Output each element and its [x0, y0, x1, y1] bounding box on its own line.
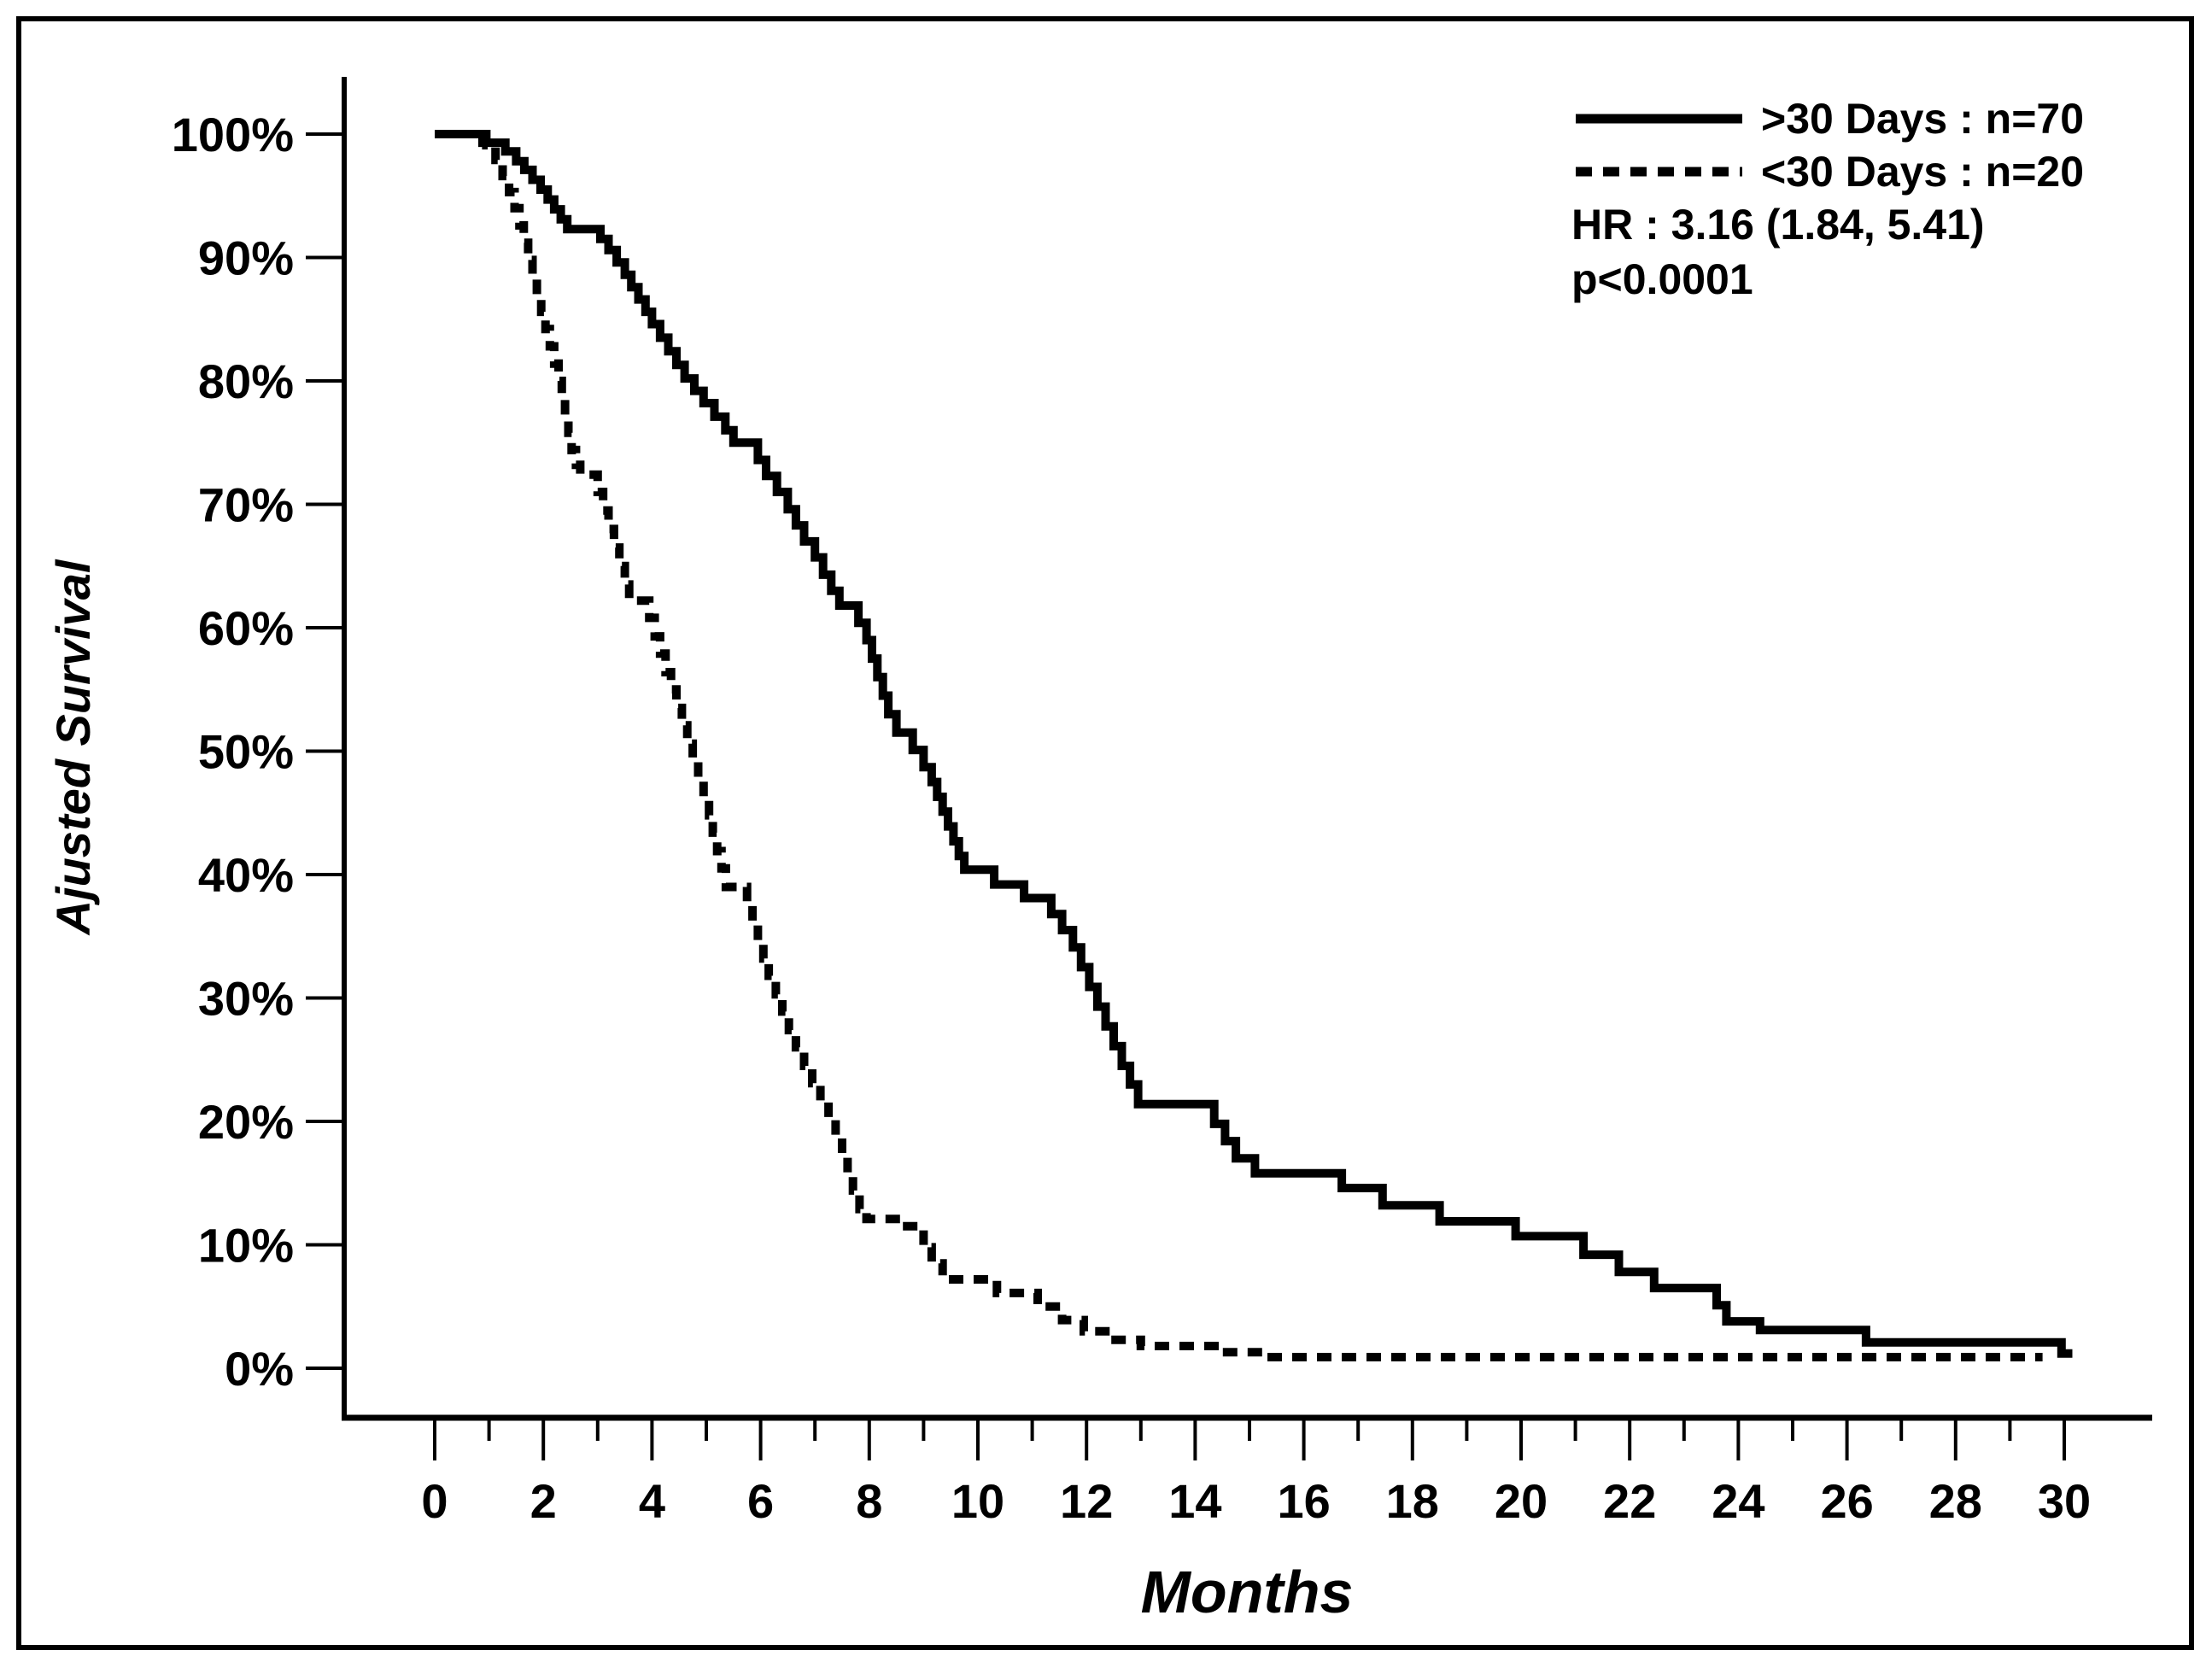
x-tick-label: 26 [1820, 1474, 1873, 1528]
legend-label-gt30: >30 Days : n=70 [1761, 95, 2084, 143]
x-tick-label: 14 [1168, 1474, 1221, 1528]
legend: >30 Days : n=70 <30 Days : n=20 HR : 3.1… [1571, 95, 2084, 303]
y-tick-label: 50% [198, 725, 294, 779]
y-axis-ticks: 0% 10% 20% 30% 40% 50% 60% 70% 80% 90% 100% [172, 108, 344, 1396]
y-tick-label: 80% [198, 354, 294, 408]
y-axis-title: Ajusted Survival [46, 559, 100, 936]
x-tick-label: 30 [2038, 1474, 2091, 1528]
x-tick-label: 4 [639, 1474, 665, 1528]
curve-lt30days [435, 130, 2043, 1361]
x-tick-label: 12 [1060, 1474, 1113, 1528]
x-tick-label: 0 [421, 1474, 448, 1528]
legend-label-lt30: <30 Days : n=20 [1761, 148, 2084, 196]
y-tick-label: 60% [198, 601, 294, 655]
x-tick-label: 10 [951, 1474, 1004, 1528]
y-tick-label: 90% [198, 231, 294, 285]
x-tick-label: 28 [1929, 1474, 1982, 1528]
x-tick-label: 22 [1603, 1474, 1656, 1528]
x-tick-label: 16 [1277, 1474, 1330, 1528]
y-tick-label: 40% [198, 848, 294, 902]
x-tick-label: 8 [856, 1474, 882, 1528]
figure-border [16, 16, 2194, 1650]
y-tick-label: 0% [225, 1342, 294, 1396]
y-tick-label: 20% [198, 1095, 294, 1149]
x-tick-label: 20 [1495, 1474, 1548, 1528]
x-tick-label: 2 [530, 1474, 557, 1528]
hr-annotation: HR : 3.16 (1.84, 5.41) [1571, 201, 1985, 249]
y-tick-label: 30% [198, 972, 294, 1026]
x-axis-title: Months [1141, 1559, 1354, 1625]
x-tick-label: 6 [747, 1474, 774, 1528]
y-tick-label: 100% [172, 108, 294, 161]
y-tick-label: 10% [198, 1219, 294, 1273]
y-tick-label: 70% [198, 478, 294, 532]
x-axis-ticks: 0 2 4 6 8 10 12 14 16 18 20 22 24 26 28 30 [421, 1418, 2091, 1528]
x-tick-label: 18 [1386, 1474, 1439, 1528]
x-tick-label: 24 [1712, 1474, 1764, 1528]
curve-gt30days [435, 130, 2073, 1358]
p-value-annotation: p<0.0001 [1571, 255, 1753, 303]
